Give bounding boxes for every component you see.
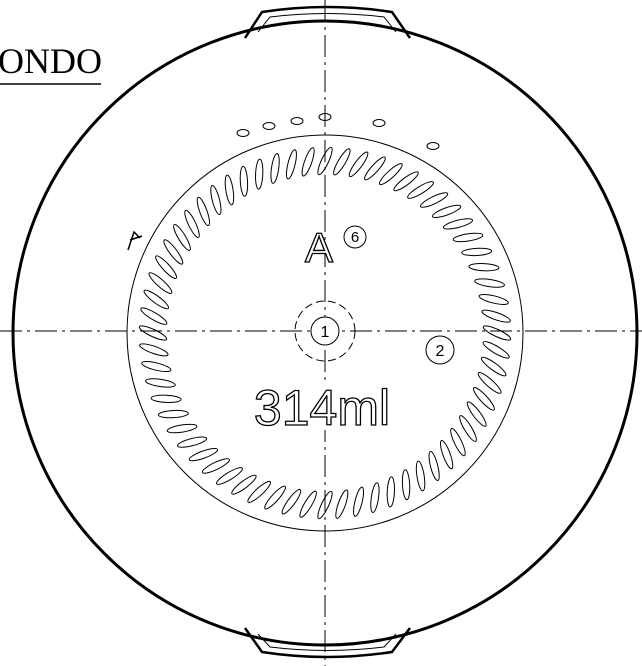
cavity: 6 <box>351 229 359 246</box>
vent-slot <box>177 435 208 449</box>
dot <box>427 143 439 150</box>
drawing: ONDO A 6 1 2 314ml <box>0 0 642 666</box>
vent-slot <box>478 292 509 306</box>
vent-slot <box>284 149 298 180</box>
letter: A <box>305 224 333 271</box>
vent-slot <box>474 277 505 288</box>
vent-slot <box>139 305 168 326</box>
volume: 314ml <box>254 380 390 436</box>
vent-slot <box>297 489 318 518</box>
vent-slot <box>351 486 365 517</box>
vent-slot <box>240 166 249 196</box>
vent-slot <box>431 203 462 220</box>
vent-slot <box>145 377 176 388</box>
vent-slot <box>481 308 512 325</box>
vent-slot <box>255 159 264 189</box>
vent-slot <box>188 446 219 463</box>
vent-slot <box>182 209 201 239</box>
vent-slot <box>201 456 231 475</box>
vent-slot <box>453 232 484 244</box>
vent-slot <box>419 190 449 209</box>
vent-slot <box>469 263 499 272</box>
vent-slot <box>415 461 427 492</box>
dot <box>291 118 303 125</box>
vent-slot <box>209 185 223 216</box>
callout: 2 <box>436 343 445 360</box>
dot <box>237 130 249 137</box>
dot <box>373 120 385 127</box>
vent-slot <box>481 339 510 360</box>
callout: 1 <box>321 324 330 341</box>
vent-slot <box>138 341 169 358</box>
bottom-handle <box>245 628 410 657</box>
vent-slot <box>448 427 467 457</box>
vent-slot <box>333 489 350 520</box>
label-text: ONDO <box>0 41 102 81</box>
vent-slot <box>402 470 411 500</box>
vent-slot <box>462 248 492 257</box>
vent-slot <box>167 423 198 435</box>
vent-slot <box>269 153 280 184</box>
vent-slot <box>387 477 396 507</box>
vent-slot <box>427 451 441 482</box>
vent-slot <box>300 146 317 177</box>
vent-slot <box>158 410 188 419</box>
vent-slot <box>438 439 455 470</box>
arrow-mark <box>128 232 142 250</box>
top-handle-inner <box>258 14 396 33</box>
vent-slot <box>151 395 181 404</box>
vent-slot <box>195 196 212 227</box>
vent-slot <box>482 323 512 342</box>
dot <box>263 123 275 130</box>
vent-slot <box>138 323 168 342</box>
vent-slot <box>141 359 172 373</box>
vent-slot <box>224 175 236 206</box>
vent-slot <box>331 147 352 176</box>
vent-slot <box>369 482 380 513</box>
vent-slot <box>443 217 474 231</box>
